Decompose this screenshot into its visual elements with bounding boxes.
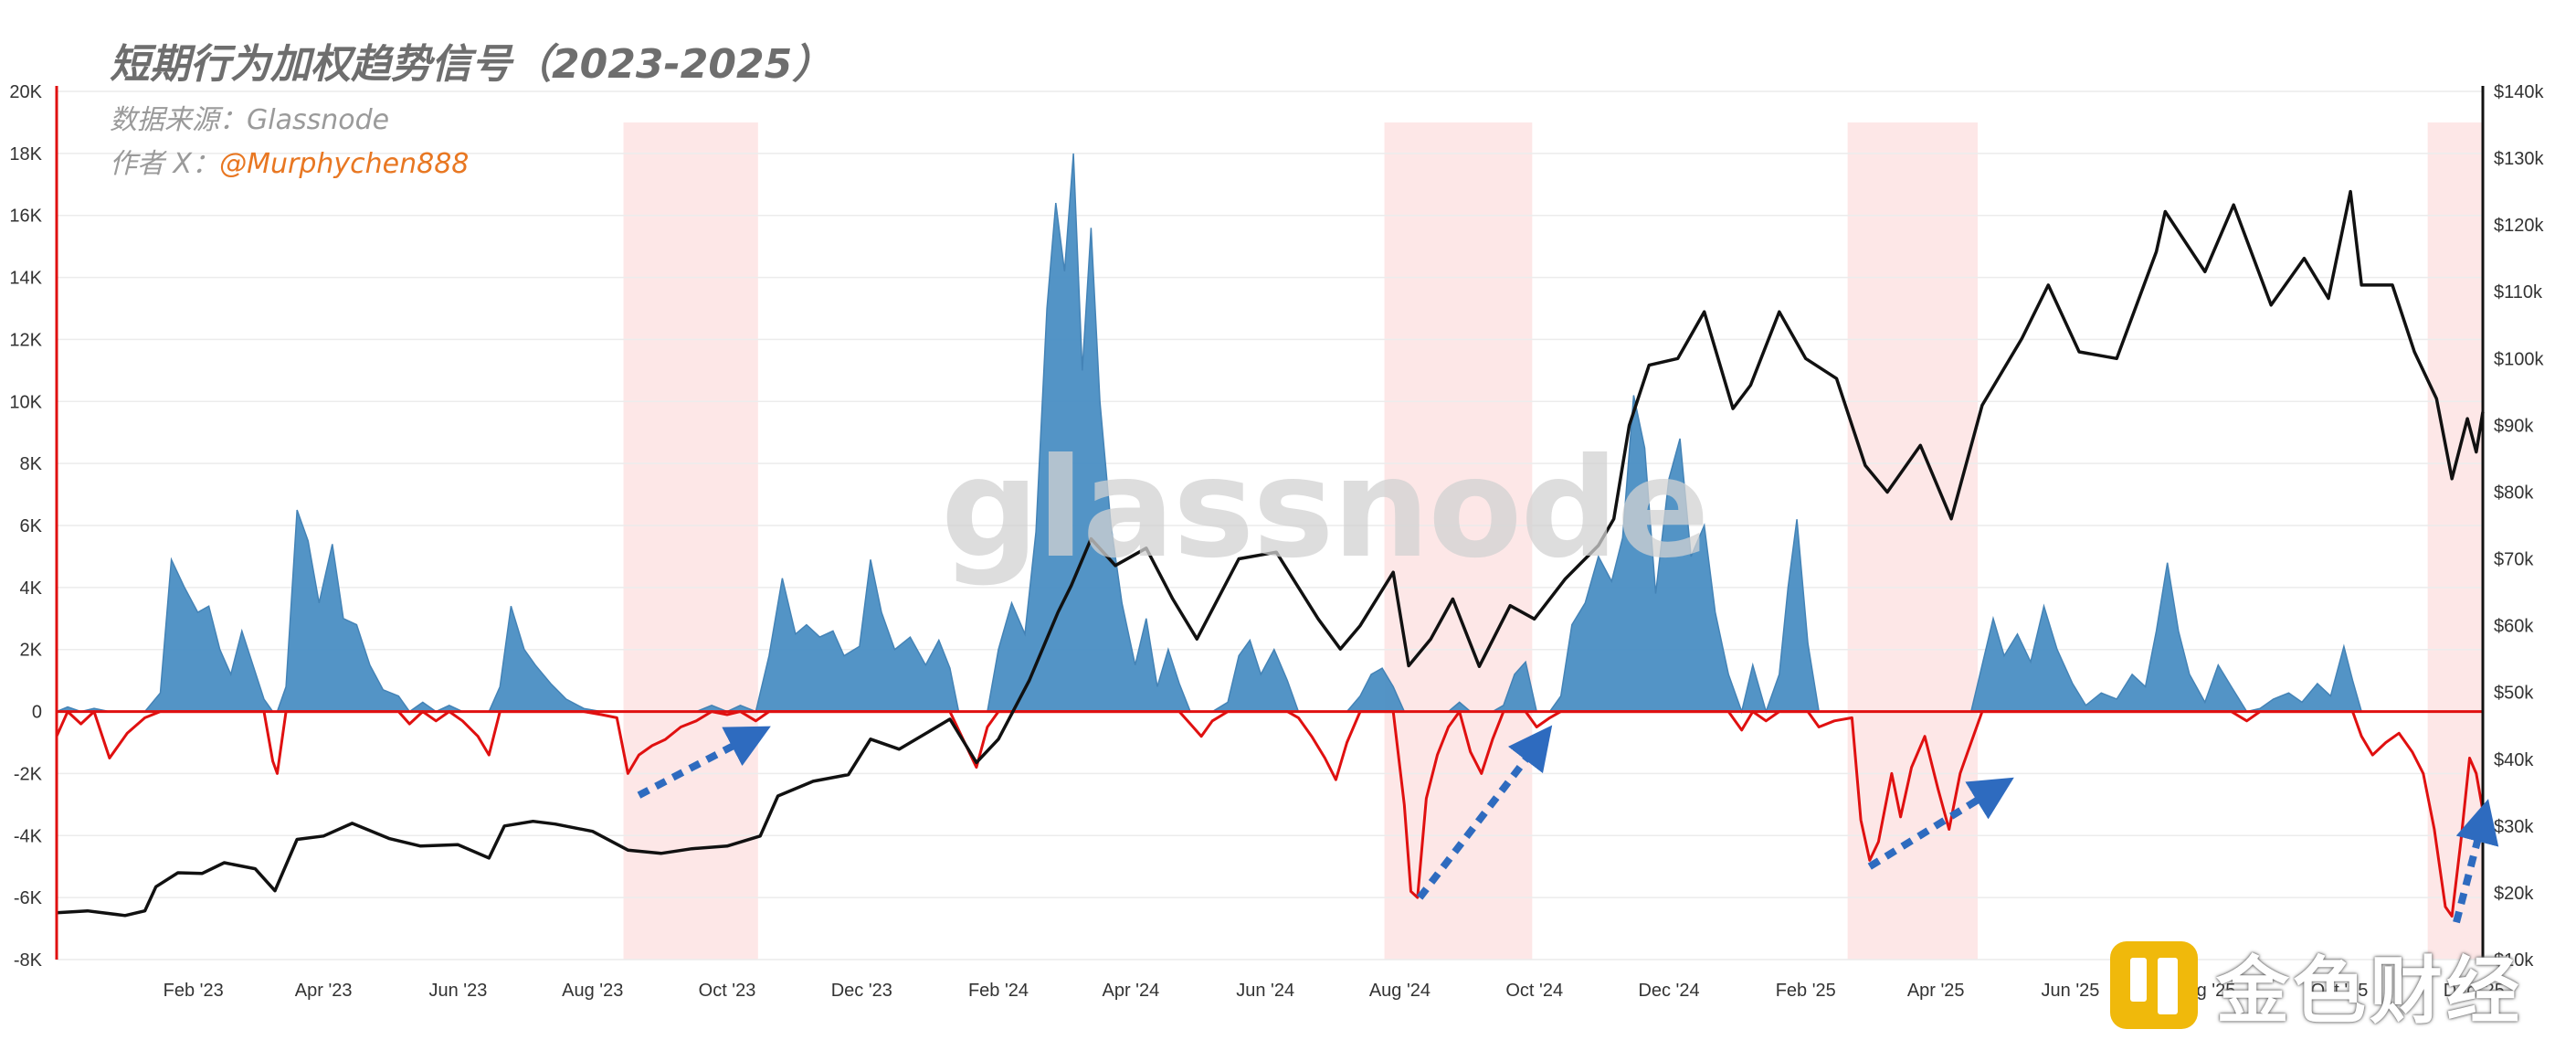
left-axis-tick-0: -8K — [14, 950, 43, 971]
signal-negative-line — [55, 710, 2485, 918]
trend-arrow-0 — [637, 726, 771, 799]
x-axis-tick-9: Aug '24 — [1369, 981, 1431, 1001]
author-handle: @Murphychen888 — [219, 148, 470, 180]
left-axis-tick-13: 18K — [9, 144, 42, 164]
right-axis-tick-6: $70k — [2494, 550, 2534, 570]
left-axis-tick-11: 14K — [9, 269, 42, 289]
brand-watermark: 金色财经 — [2110, 932, 2523, 1038]
chart-title: 短期行为加权趋势信号（2023-2025） — [110, 41, 833, 88]
trend-arrow-1 — [1417, 725, 1553, 900]
x-axis-tick-1: Apr '23 — [295, 981, 353, 1001]
left-axis-tick-4: 0 — [32, 703, 42, 723]
left-axis-tick-6: 4K — [20, 578, 43, 599]
left-axis-tick-8: 8K — [20, 454, 43, 474]
author-credit: 作者 X：@Murphychen888 — [110, 141, 469, 181]
brand-logo-icon — [2110, 941, 2198, 1029]
right-axis-tick-12: $130k — [2494, 149, 2544, 169]
right-axis-tick-0: $10k — [2494, 950, 2534, 971]
shaded-period-2 — [1847, 122, 1979, 960]
left-axis-tick-7: 6K — [20, 516, 43, 536]
right-axis-tick-4: $50k — [2494, 684, 2534, 704]
x-axis-tick-2: Jun '23 — [429, 981, 488, 1001]
brand-text: 金色财经 — [2216, 949, 2523, 1034]
left-axis-tick-3: -2K — [14, 764, 43, 784]
right-axis-tick-8: $90k — [2494, 416, 2534, 436]
left-axis-tick-14: 20K — [9, 82, 42, 102]
x-axis-tick-5: Dec '23 — [831, 981, 892, 1001]
btc-price-line — [56, 189, 2485, 918]
right-axis-tick-7: $80k — [2494, 483, 2534, 503]
x-axis-tick-13: Apr '25 — [1907, 981, 1965, 1001]
x-axis-tick-10: Oct '24 — [1505, 981, 1563, 1001]
right-axis-tick-11: $120k — [2494, 216, 2544, 236]
x-axis-tick-4: Oct '23 — [699, 981, 756, 1001]
left-axis-tick-1: -6K — [14, 888, 43, 908]
x-axis-tick-3: Aug '23 — [562, 981, 623, 1001]
x-axis-tick-12: Feb '25 — [1776, 981, 1836, 1001]
x-axis-tick-11: Dec '24 — [1638, 981, 1699, 1001]
right-axis-tick-3: $40k — [2494, 750, 2534, 770]
left-axis-tick-5: 2K — [20, 641, 43, 661]
left-axis-tick-10: 12K — [9, 330, 42, 350]
shaded-period-0 — [623, 122, 758, 960]
left-axis-tick-9: 10K — [9, 392, 42, 412]
right-axis-tick-9: $100k — [2494, 349, 2544, 369]
right-axis-tick-1: $20k — [2494, 884, 2534, 904]
glassnode-watermark: glassnode — [941, 430, 1710, 589]
x-axis-tick-17: Dec '25 — [2444, 981, 2505, 1001]
data-source-label: 数据来源：Glassnode — [110, 104, 390, 136]
x-axis-tick-0: Feb '23 — [164, 981, 224, 1001]
author-label: 作者 X： — [110, 148, 220, 180]
right-axis-tick-2: $30k — [2494, 817, 2534, 837]
x-axis-tick-7: Apr '24 — [1103, 981, 1160, 1001]
x-axis-tick-8: Jun '24 — [1236, 981, 1294, 1001]
right-axis-tick-13: $140k — [2494, 82, 2544, 102]
left-axis-tick-12: 16K — [9, 207, 42, 227]
x-axis-tick-14: Jun '25 — [2042, 981, 2100, 1001]
x-axis-tick-6: Feb '24 — [968, 981, 1029, 1001]
left-axis-tick-2: -4K — [14, 826, 43, 846]
trend-arrow-2 — [1867, 777, 2014, 870]
shaded-period-1 — [1384, 122, 1533, 960]
right-axis-tick-5: $60k — [2494, 617, 2534, 637]
x-axis-tick-16: Oct '25 — [2311, 981, 2369, 1001]
right-axis-tick-10: $110k — [2494, 282, 2543, 302]
